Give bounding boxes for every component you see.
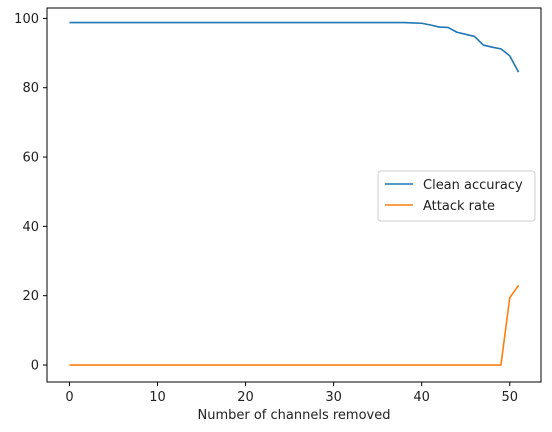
plot-area-frame: [46, 7, 542, 383]
legend-label-attack-rate: Attack rate: [423, 199, 495, 214]
x-tick-label: 10: [149, 390, 166, 405]
y-tick-label: 60: [22, 151, 39, 166]
y-tick-label: 0: [31, 359, 39, 374]
y-tick-label: 20: [22, 289, 39, 304]
x-axis-title: Number of channels removed: [198, 408, 391, 423]
legend-box: [377, 170, 536, 222]
series-line-attack-rate: [69, 284, 520, 366]
legend: Clean accuracy Attack rate: [377, 170, 536, 222]
x-tick-label: 30: [325, 390, 342, 405]
legend-label-clean-accuracy: Clean accuracy: [423, 178, 523, 193]
data-lines: [69, 21, 520, 366]
x-tick-label: 0: [65, 390, 73, 405]
x-tick-label: 20: [237, 390, 254, 405]
x-tick-label: 40: [413, 390, 430, 405]
series-line-clean-accuracy: [69, 21, 520, 73]
y-tick-label: 80: [22, 81, 39, 96]
x-tick-label: 50: [501, 390, 518, 405]
axis-ticks: 0 10 20 30 40 50 0 20 40 60 80 100: [14, 12, 518, 405]
y-tick-label: 40: [22, 220, 39, 235]
y-tick-label: 100: [14, 12, 39, 27]
